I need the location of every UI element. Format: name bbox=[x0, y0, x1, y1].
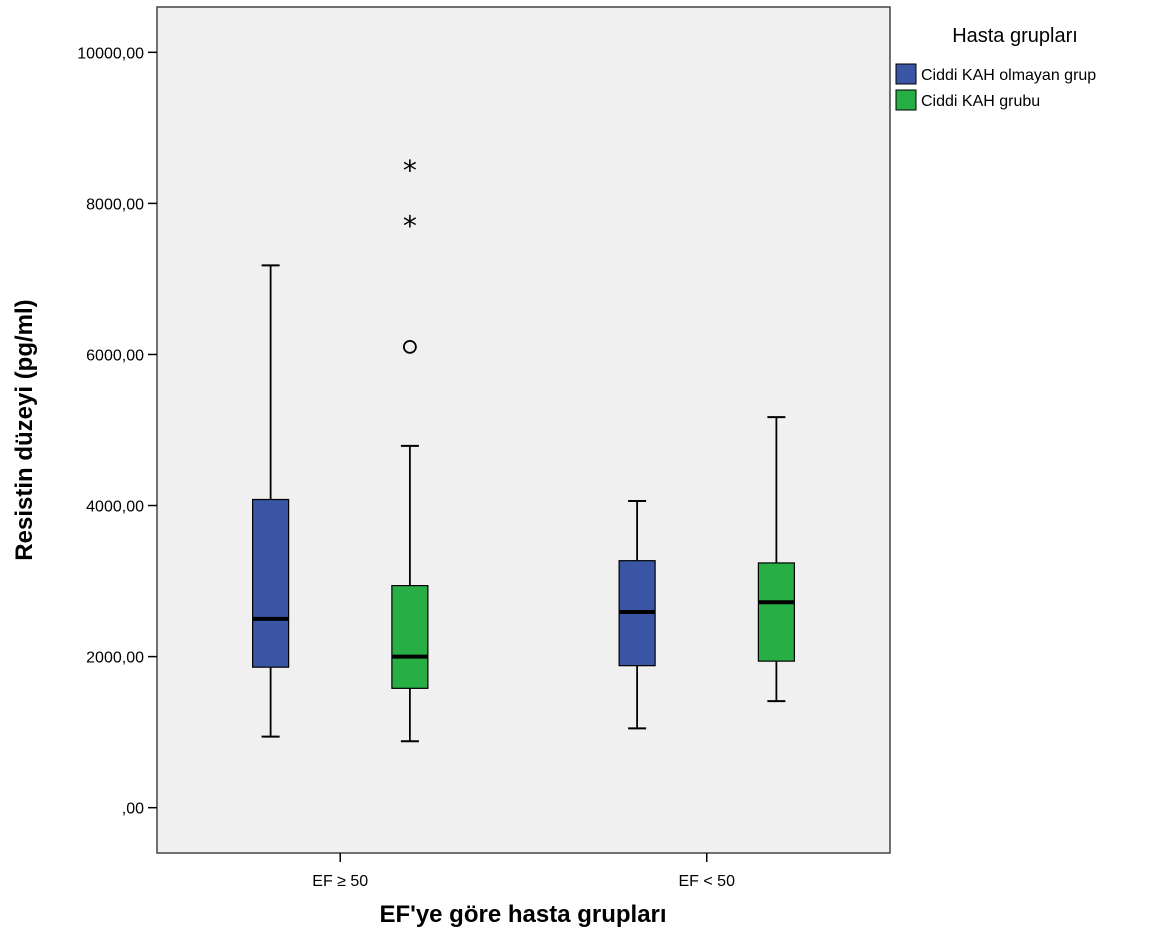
box-2-2 bbox=[757, 416, 795, 703]
legend-label: Ciddi KAH olmayan grup bbox=[921, 67, 1096, 84]
box-2-1: ** bbox=[391, 154, 429, 743]
y-axis: ,00 2000,00 4000,00 6000,00 8000,00 10000,00 bbox=[77, 45, 157, 818]
box-series: ** bbox=[252, 154, 795, 743]
box-iqr bbox=[391, 585, 429, 689]
box-1-1 bbox=[252, 264, 290, 738]
legend-swatch bbox=[895, 63, 917, 85]
y-tick-label: 2000,00 bbox=[86, 650, 144, 667]
legend-swatch bbox=[895, 89, 917, 111]
y-tick-label: 6000,00 bbox=[86, 347, 144, 364]
box-iqr bbox=[757, 562, 795, 662]
extreme-point: * bbox=[403, 154, 417, 187]
legend: Hasta grupları Ciddi KAH olmayan grup Cid… bbox=[895, 25, 1096, 111]
y-tick-label: ,00 bbox=[122, 801, 144, 818]
outlier-point bbox=[402, 340, 417, 354]
box-iqr bbox=[252, 498, 290, 668]
plot-area bbox=[156, 6, 891, 854]
legend-label: Ciddi KAH grubu bbox=[921, 93, 1040, 110]
y-tick-label: 4000,00 bbox=[86, 499, 144, 516]
x-axis-title: EF'ye göre hasta grupları bbox=[379, 901, 666, 928]
legend-title: Hasta grupları bbox=[952, 25, 1078, 47]
y-tick-label: 10000,00 bbox=[77, 45, 144, 62]
y-axis-title: Resistin düzeyi (pg/ml) bbox=[11, 299, 38, 560]
y-tick-label: 8000,00 bbox=[86, 196, 144, 213]
x-tick-label: EF ≥ 50 bbox=[312, 873, 368, 890]
x-axis: EF ≥ 50 EF < 50 bbox=[312, 853, 735, 890]
box-1-2 bbox=[618, 500, 656, 730]
x-tick-label: EF < 50 bbox=[679, 873, 736, 890]
extreme-point: * bbox=[403, 209, 417, 242]
